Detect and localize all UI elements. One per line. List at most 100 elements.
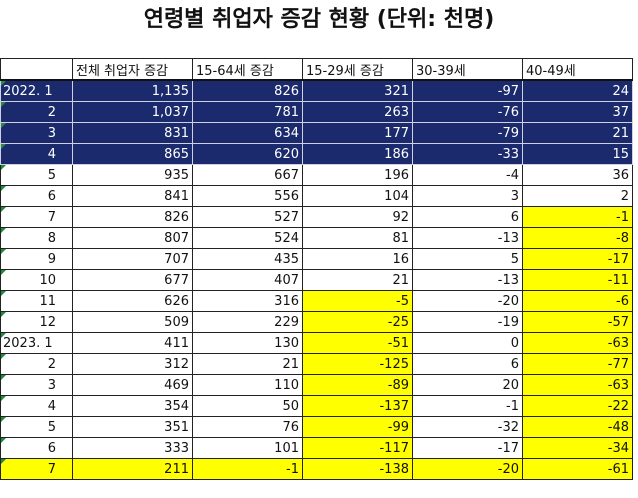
cell-15-64[interactable]: 407 [192, 269, 303, 291]
cell-30-39[interactable]: -13 [412, 269, 523, 291]
month-cell[interactable]: 10 [0, 269, 73, 291]
cell-total[interactable]: 626 [72, 290, 193, 312]
cell-30-39[interactable]: 20 [412, 374, 523, 396]
cell-15-29[interactable]: 16 [302, 248, 413, 270]
cell-15-29[interactable]: 92 [302, 206, 413, 228]
month-cell[interactable]: 7 [0, 458, 73, 480]
header-30-39[interactable]: 30-39세 [412, 58, 523, 81]
cell-40-49[interactable]: -63 [522, 374, 633, 396]
cell-40-49[interactable]: 2 [522, 185, 633, 207]
cell-15-64[interactable]: 76 [192, 416, 303, 438]
cell-40-49[interactable]: 24 [522, 79, 633, 102]
month-cell[interactable]: 3 [0, 122, 73, 144]
cell-30-39[interactable]: 6 [412, 353, 523, 375]
cell-15-29[interactable]: 186 [302, 143, 413, 165]
cell-15-64[interactable]: 667 [192, 164, 303, 186]
cell-15-29[interactable]: -25 [302, 311, 413, 333]
cell-15-64[interactable]: -1 [192, 458, 303, 480]
cell-15-29[interactable]: 263 [302, 101, 413, 123]
cell-40-49[interactable]: -6 [522, 290, 633, 312]
cell-30-39[interactable]: -4 [412, 164, 523, 186]
month-cell[interactable]: 8 [0, 227, 73, 249]
cell-40-49[interactable]: -17 [522, 248, 633, 270]
cell-40-49[interactable]: -63 [522, 332, 633, 354]
cell-15-64[interactable]: 316 [192, 290, 303, 312]
cell-15-29[interactable]: 21 [302, 269, 413, 291]
cell-40-49[interactable]: 21 [522, 122, 633, 144]
cell-30-39[interactable]: 6 [412, 206, 523, 228]
cell-total[interactable]: 707 [72, 248, 193, 270]
cell-15-64[interactable]: 101 [192, 437, 303, 459]
cell-15-64[interactable]: 229 [192, 311, 303, 333]
month-cell[interactable]: 4 [0, 395, 73, 417]
cell-15-64[interactable]: 556 [192, 185, 303, 207]
header-40-49[interactable]: 40-49세 [522, 58, 633, 81]
cell-total[interactable]: 469 [72, 374, 193, 396]
cell-total[interactable]: 831 [72, 122, 193, 144]
cell-15-64[interactable]: 524 [192, 227, 303, 249]
header-15-29[interactable]: 15-29세 증감 [302, 58, 413, 81]
cell-total[interactable]: 935 [72, 164, 193, 186]
cell-15-64[interactable]: 620 [192, 143, 303, 165]
cell-total[interactable]: 865 [72, 143, 193, 165]
cell-30-39[interactable]: -76 [412, 101, 523, 123]
cell-15-29[interactable]: 104 [302, 185, 413, 207]
month-cell[interactable]: 9 [0, 248, 73, 270]
cell-15-64[interactable]: 781 [192, 101, 303, 123]
cell-total[interactable]: 807 [72, 227, 193, 249]
cell-30-39[interactable]: -13 [412, 227, 523, 249]
cell-15-29[interactable]: -5 [302, 290, 413, 312]
month-cell[interactable]: 4 [0, 143, 73, 165]
cell-15-64[interactable]: 527 [192, 206, 303, 228]
cell-30-39[interactable]: -97 [412, 79, 523, 102]
cell-15-29[interactable]: 81 [302, 227, 413, 249]
header-total[interactable]: 전체 취업자 증감 [72, 58, 193, 81]
month-cell[interactable]: 7 [0, 206, 73, 228]
cell-total[interactable]: 826 [72, 206, 193, 228]
cell-30-39[interactable]: -32 [412, 416, 523, 438]
cell-40-49[interactable]: 15 [522, 143, 633, 165]
cell-total[interactable]: 312 [72, 353, 193, 375]
cell-40-49[interactable]: -34 [522, 437, 633, 459]
cell-40-49[interactable]: -61 [522, 458, 633, 480]
cell-15-64[interactable]: 435 [192, 248, 303, 270]
month-cell[interactable]: 12 [0, 311, 73, 333]
cell-40-49[interactable]: -77 [522, 353, 633, 375]
month-cell[interactable]: 2 [0, 101, 73, 123]
cell-15-29[interactable]: -89 [302, 374, 413, 396]
cell-15-29[interactable]: 196 [302, 164, 413, 186]
header-15-64[interactable]: 15-64세 증감 [192, 58, 303, 81]
cell-30-39[interactable]: 0 [412, 332, 523, 354]
cell-15-29[interactable]: -138 [302, 458, 413, 480]
cell-15-29[interactable]: -51 [302, 332, 413, 354]
month-cell[interactable]: 2 [0, 353, 73, 375]
cell-40-49[interactable]: -11 [522, 269, 633, 291]
cell-30-39[interactable]: -1 [412, 395, 523, 417]
cell-total[interactable]: 411 [72, 332, 193, 354]
header-month[interactable] [0, 58, 73, 81]
cell-40-49[interactable]: -8 [522, 227, 633, 249]
cell-total[interactable]: 351 [72, 416, 193, 438]
cell-total[interactable]: 1,135 [72, 79, 193, 102]
month-cell[interactable]: 11 [0, 290, 73, 312]
cell-total[interactable]: 1,037 [72, 101, 193, 123]
cell-30-39[interactable]: -17 [412, 437, 523, 459]
cell-30-39[interactable]: -33 [412, 143, 523, 165]
cell-15-64[interactable]: 826 [192, 79, 303, 102]
month-cell[interactable]: 5 [0, 416, 73, 438]
cell-15-64[interactable]: 634 [192, 122, 303, 144]
month-cell[interactable]: 3 [0, 374, 73, 396]
month-cell[interactable]: 6 [0, 185, 73, 207]
cell-15-29[interactable]: 177 [302, 122, 413, 144]
cell-15-64[interactable]: 110 [192, 374, 303, 396]
month-cell[interactable]: 5 [0, 164, 73, 186]
cell-40-49[interactable]: 37 [522, 101, 633, 123]
cell-15-29[interactable]: 321 [302, 79, 413, 102]
cell-30-39[interactable]: 5 [412, 248, 523, 270]
cell-30-39[interactable]: -79 [412, 122, 523, 144]
month-cell[interactable]: 2022. 1 [0, 79, 73, 102]
cell-15-64[interactable]: 21 [192, 353, 303, 375]
cell-15-29[interactable]: -99 [302, 416, 413, 438]
cell-total[interactable]: 841 [72, 185, 193, 207]
cell-total[interactable]: 333 [72, 437, 193, 459]
